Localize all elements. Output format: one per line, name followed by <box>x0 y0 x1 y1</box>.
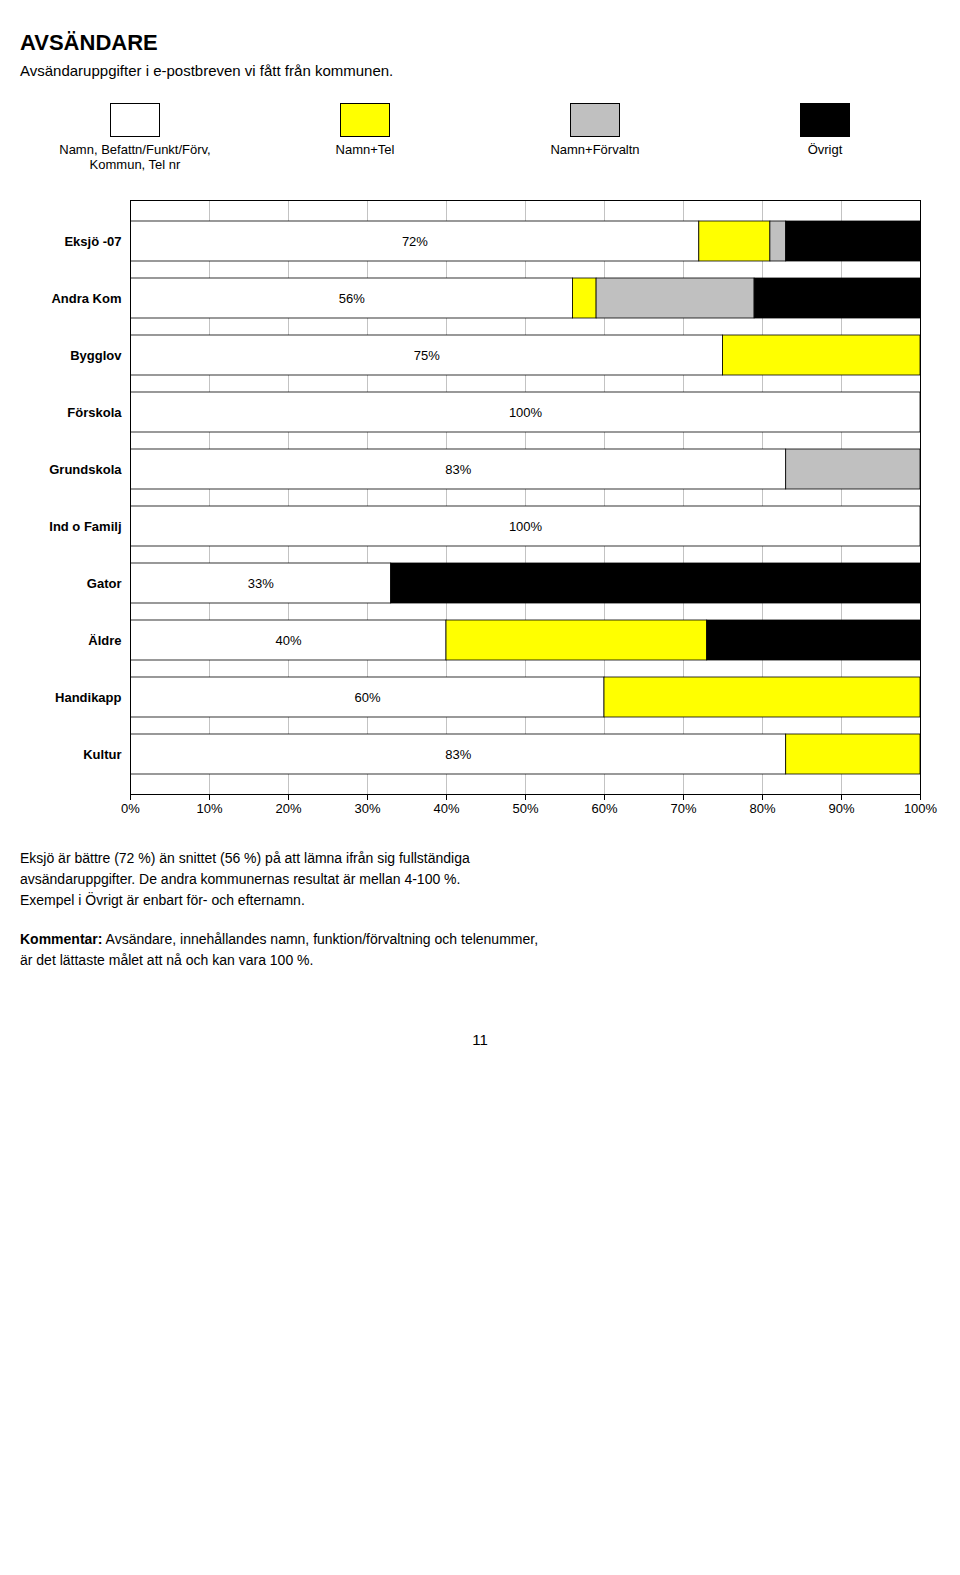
svg-text:60%: 60% <box>591 801 617 816</box>
svg-text:30%: 30% <box>354 801 380 816</box>
svg-text:75%: 75% <box>414 348 440 363</box>
svg-text:Förskola: Förskola <box>67 405 122 420</box>
html-text:Eksjö är bättre (72 %) än snit: Eksjö är bättre (72 %) än snittet (56 %)… <box>20 850 470 908</box>
svg-text:72%: 72% <box>402 234 428 249</box>
svg-text:56%: 56% <box>339 291 365 306</box>
svg-text:60%: 60% <box>354 690 380 705</box>
html-text:Övrigt: Övrigt <box>807 142 843 157</box>
svg-text:70%: 70% <box>670 801 696 816</box>
html-text:Namn+Förvaltn: Namn+Förvaltn <box>550 142 640 157</box>
svg-text:50%: 50% <box>512 801 538 816</box>
svg-text:40%: 40% <box>275 633 301 648</box>
svg-text:20%: 20% <box>275 801 301 816</box>
svg-text:Ind o Familj: Ind o Familj <box>49 519 121 534</box>
svg-text:100%: 100% <box>509 405 543 420</box>
svg-text:Äldre: Äldre <box>88 633 121 648</box>
html-text:AVSÄNDARE: AVSÄNDARE <box>20 30 158 55</box>
svg-text:0%: 0% <box>121 801 140 816</box>
svg-text:10%: 10% <box>196 801 222 816</box>
svg-text:90%: 90% <box>828 801 854 816</box>
svg-text:Andra Kom: Andra Kom <box>51 291 121 306</box>
svg-text:Gator: Gator <box>87 576 122 591</box>
html-text:Kommentar: Avsändare, innehåll: Kommentar: Avsändare, innehållandes namn… <box>20 931 538 968</box>
svg-text:33%: 33% <box>248 576 274 591</box>
svg-text:Bygglov: Bygglov <box>70 348 122 363</box>
svg-text:100%: 100% <box>904 801 938 816</box>
svg-text:83%: 83% <box>445 747 471 762</box>
svg-text:80%: 80% <box>749 801 775 816</box>
svg-text:Eksjö -07: Eksjö -07 <box>64 234 121 249</box>
html-text:11: 11 <box>472 1031 488 1048</box>
html-text:Namn, Befattn/Funkt/Förv, Komm: Namn, Befattn/Funkt/Förv, Kommun, Tel nr <box>59 142 211 172</box>
svg-text:100%: 100% <box>509 519 543 534</box>
svg-text:Kultur: Kultur <box>83 747 121 762</box>
svg-text:40%: 40% <box>433 801 459 816</box>
svg-text:Handikapp: Handikapp <box>55 690 122 705</box>
html-text:Namn+Tel: Namn+Tel <box>335 142 395 157</box>
svg-text:83%: 83% <box>445 462 471 477</box>
svg-text:Grundskola: Grundskola <box>49 462 122 477</box>
html-text:Avsändaruppgifter i e-postbrev: Avsändaruppgifter i e-postbreven vi fått… <box>20 62 394 79</box>
